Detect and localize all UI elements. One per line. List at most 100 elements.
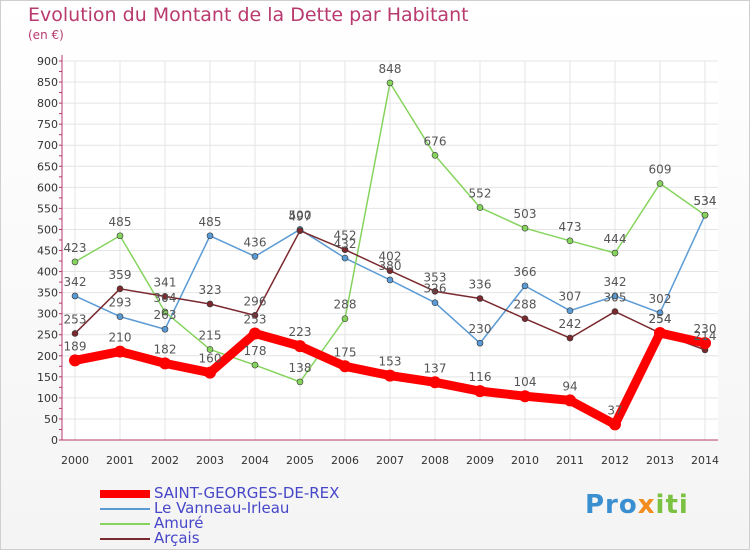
legend-swatch-arcais	[100, 537, 150, 540]
legend-item-vanneau: Le Vanneau-Irleau	[100, 501, 339, 516]
data-label-amur-: 676	[424, 134, 447, 148]
x-tick-label: 2010	[511, 454, 539, 467]
x-tick-label: 2007	[376, 454, 404, 467]
data-label-amur-: 609	[649, 163, 672, 177]
data-point-saint-georges-de-rex	[654, 327, 666, 340]
data-label-amur-: 473	[559, 220, 582, 234]
x-tick-label: 2011	[556, 454, 584, 467]
data-point-ar-ais	[161, 293, 169, 300]
data-point-saint-georges-de-rex	[564, 394, 576, 407]
y-tick-label: 650	[37, 160, 58, 173]
data-label-le-vanneau-irleau: 500	[289, 208, 312, 222]
data-label-le-vanneau-irleau: 263	[154, 308, 177, 322]
data-point-le-vanneau-irleau	[341, 254, 349, 262]
data-label-ar-ais: 305	[604, 291, 627, 305]
data-point-ar-ais	[341, 246, 349, 253]
data-point-saint-georges-de-rex	[474, 385, 486, 398]
legend: SAINT-GEORGES-DE-REX Le Vanneau-Irleau A…	[100, 486, 339, 546]
data-point-saint-georges-de-rex	[69, 354, 81, 367]
data-label-amur-: 444	[604, 232, 627, 246]
data-point-le-vanneau-irleau	[251, 253, 259, 260]
legend-label-saint-georges: SAINT-GEORGES-DE-REX	[154, 484, 340, 502]
data-label-amur-: 534	[694, 194, 717, 208]
data-label-ar-ais: 336	[469, 278, 492, 292]
y-tick-label: 50	[44, 413, 58, 426]
x-tick-label: 2005	[286, 454, 314, 467]
legend-item-arcais: Arçais	[100, 531, 339, 546]
data-point-amur-	[71, 258, 79, 266]
data-label-le-vanneau-irleau: 432	[334, 237, 357, 251]
y-tick-label: 550	[37, 202, 58, 215]
data-label-amur-: 304	[154, 291, 177, 305]
data-point-amur-	[431, 152, 439, 159]
data-point-saint-georges-de-rex	[159, 357, 171, 370]
data-point-amur-	[206, 346, 214, 353]
data-label-saint-georges-de-rex: 153	[379, 355, 402, 369]
data-point-ar-ais	[431, 288, 439, 295]
data-point-amur-	[116, 232, 124, 240]
data-point-amur-	[566, 237, 574, 245]
data-point-amur-	[161, 308, 169, 316]
y-tick-label: 750	[37, 118, 58, 131]
y-tick-label: 600	[37, 181, 58, 194]
data-label-le-vanneau-irleau: 230	[469, 322, 492, 336]
y-tick-label: 100	[37, 392, 58, 405]
x-tick-label: 2009	[466, 454, 494, 467]
legend-item-saint-georges: SAINT-GEORGES-DE-REX	[100, 486, 339, 501]
legend-swatch-saint-georges	[100, 489, 150, 498]
data-point-ar-ais	[206, 300, 214, 308]
data-point-saint-georges-de-rex	[114, 345, 126, 358]
data-label-le-vanneau-irleau: 326	[424, 282, 447, 296]
data-label-ar-ais: 452	[334, 229, 357, 243]
data-label-le-vanneau-irleau: 342	[64, 275, 87, 289]
data-label-le-vanneau-irleau: 485	[199, 215, 222, 229]
y-tick-label: 0	[51, 434, 58, 447]
data-label-ar-ais: 288	[514, 298, 537, 312]
data-point-amur-	[296, 378, 304, 386]
data-point-amur-	[341, 315, 349, 323]
data-point-saint-georges-de-rex	[429, 376, 441, 389]
data-label-ar-ais: 353	[424, 270, 447, 284]
data-point-amur-	[386, 79, 394, 87]
data-label-saint-georges-de-rex: 175	[334, 345, 357, 359]
data-label-amur-: 138	[289, 361, 312, 375]
data-point-le-vanneau-irleau	[656, 309, 664, 317]
y-tick-label: 300	[37, 308, 58, 321]
data-point-le-vanneau-irleau	[476, 339, 484, 347]
y-tick-label: 250	[37, 329, 58, 342]
brand-logo: Proxiti	[585, 490, 689, 520]
data-label-ar-ais: 253	[64, 312, 87, 326]
legend-swatch-vanneau	[100, 507, 150, 510]
y-tick-label: 850	[37, 76, 58, 89]
data-label-le-vanneau-irleau: 380	[379, 259, 402, 273]
legend-label-arcais: Arçais	[154, 529, 200, 547]
data-point-saint-georges-de-rex	[384, 369, 396, 382]
y-tick-label: 800	[37, 97, 58, 110]
data-label-saint-georges-de-rex: 254	[649, 312, 672, 326]
data-label-saint-georges-de-rex: 160	[199, 352, 222, 366]
data-label-saint-georges-de-rex: 230	[694, 322, 717, 336]
y-tick-label: 150	[37, 371, 58, 384]
data-point-saint-georges-de-rex	[294, 340, 306, 353]
data-label-le-vanneau-irleau: 534	[694, 194, 717, 208]
data-point-ar-ais	[116, 285, 124, 293]
data-point-le-vanneau-irleau	[71, 292, 79, 300]
data-label-le-vanneau-irleau: 307	[559, 290, 582, 304]
data-point-le-vanneau-irleau	[386, 276, 394, 284]
brand-part2: x	[637, 490, 656, 520]
data-label-le-vanneau-irleau: 436	[244, 235, 267, 249]
data-label-ar-ais: 497	[289, 210, 312, 224]
data-point-saint-georges-de-rex	[609, 418, 621, 431]
data-point-amur-	[521, 224, 529, 232]
data-label-le-vanneau-irleau: 302	[649, 292, 672, 306]
data-label-ar-ais: 359	[109, 268, 132, 282]
data-label-amur-: 485	[109, 215, 132, 229]
data-label-amur-: 552	[469, 187, 492, 201]
data-point-saint-georges-de-rex	[339, 360, 351, 373]
data-point-saint-georges-de-rex	[519, 390, 531, 403]
chart-title: Evolution du Montant de la Dette par Hab…	[28, 4, 469, 26]
x-tick-label: 2004	[241, 454, 269, 467]
unit-label: (en €)	[28, 28, 64, 42]
data-point-ar-ais	[476, 295, 484, 302]
y-tick-label: 350	[37, 287, 58, 300]
